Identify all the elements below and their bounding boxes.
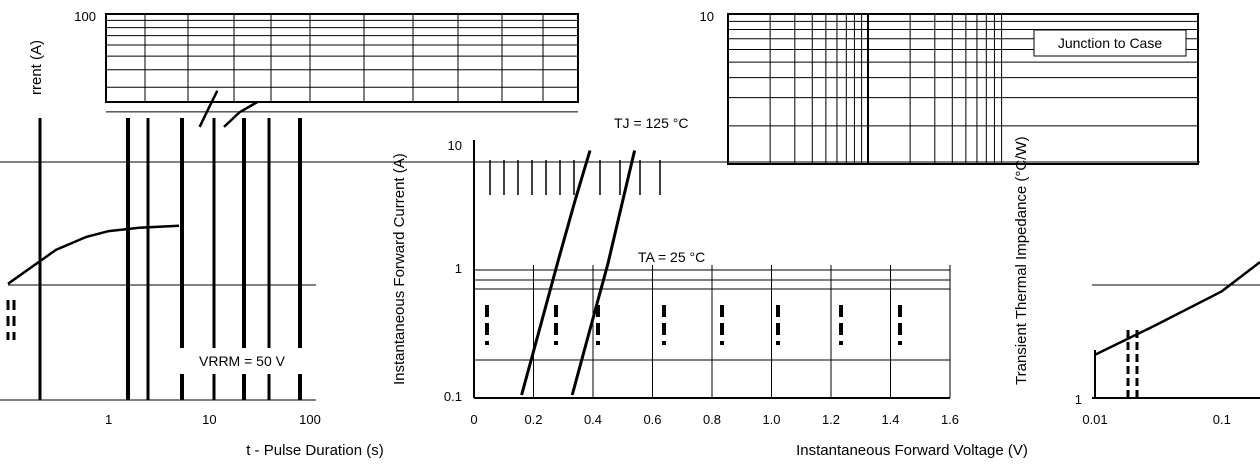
c2-xtick-0: 0 (470, 412, 477, 427)
c2-xlabel: Instantaneous Forward Voltage (V) (796, 442, 1028, 459)
c2-xtick-1: 0.2 (524, 412, 542, 427)
c2-series (520, 150, 637, 396)
c3-legend-label: Junction to Case (1058, 35, 1162, 51)
c2-series-line-0 (520, 150, 592, 396)
c1-xtick-2: 100 (299, 412, 321, 427)
c1-series-line-2 (223, 100, 259, 128)
c3-xtick-1: 0.1 (1213, 412, 1231, 427)
c2-xtick-6: 1.2 (822, 412, 840, 427)
c1-xtick-1: 10 (202, 412, 216, 427)
c3-grid (727, 13, 1260, 399)
c3-legend-box (1033, 29, 1187, 57)
c2-xtick-3: 0.6 (643, 412, 661, 427)
c1-grid (0, 13, 579, 401)
c2-annotation-ta: TA = 25 °C (638, 249, 705, 265)
c1-ytick-100: 100 (74, 9, 96, 24)
c1-series-line-0 (7, 224, 180, 285)
c3-series (1094, 261, 1260, 356)
c1-xtick-0: 1 (105, 412, 112, 427)
chart-thermal-impedance: 0.01 0.1 10 1 Transient Thermal Impedance… (700, 9, 1260, 427)
c2-xtick-2: 0.4 (584, 412, 602, 427)
c3-ticks: 0.01 0.1 (1082, 412, 1231, 427)
c1-ticks: 1 10 100 (105, 412, 321, 427)
c3-xtick-0: 0.01 (1082, 412, 1107, 427)
c1-annotation-bg (178, 348, 306, 374)
c1-annotation: VRRM = 50 V (199, 353, 286, 369)
c2-ytick-0: 10 (448, 138, 462, 153)
c1-series-line-1 (198, 90, 219, 128)
c2-annotation-tj: TJ = 125 °C (614, 115, 688, 131)
chart-pulse-current: 1 10 100 100 rrent (A) t - Pulse Duration … (0, 9, 579, 459)
c2-xtick-8: 1.6 (941, 412, 959, 427)
c2-grid (420, 140, 1200, 399)
c3-ylabel: Transient Thermal Impedance (°C/W) (1013, 136, 1030, 385)
c2-xtick-4: 0.8 (703, 412, 721, 427)
c1-series (7, 90, 259, 285)
c1-xlabel: t - Pulse Duration (s) (246, 442, 384, 459)
c3-ytick-1: 1 (1075, 392, 1082, 407)
c3-series-line-0 (1094, 261, 1260, 356)
c2-ytick-2: 0.1 (444, 389, 462, 404)
c3-ytick-10: 10 (700, 9, 714, 24)
c2-ytick-1: 1 (455, 261, 462, 276)
chart-forward-iv: 0 0.2 0.4 0.6 0.8 1.0 1.2 1.4 1.6 10 1 0.1 Instanta… (391, 115, 1200, 459)
c1-ylabel: rrent (A) (28, 40, 45, 95)
c2-xtick-7: 1.4 (881, 412, 899, 427)
c2-xtick-5: 1.0 (762, 412, 780, 427)
c2-ticks: 0 0.2 0.4 0.6 0.8 1.0 1.2 1.4 1.6 10 1 0.1 (444, 138, 959, 427)
c2-ylabel: Instantaneous Forward Current (A) (391, 153, 408, 385)
c2-series-line-1 (570, 150, 637, 396)
